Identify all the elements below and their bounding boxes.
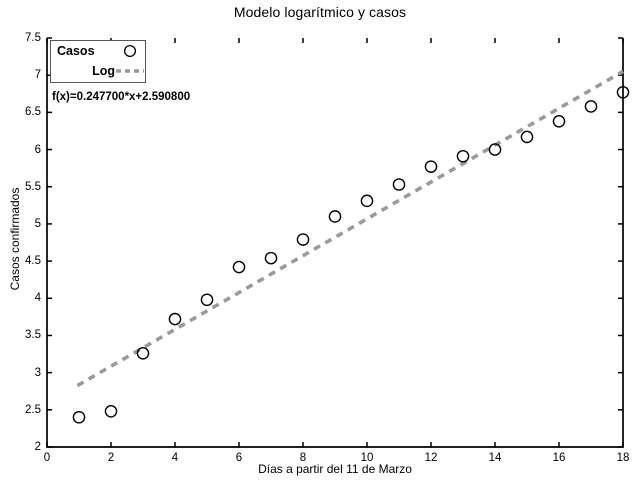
legend-label-casos: Casos (57, 44, 95, 58)
x-tick-label: 0 (43, 452, 51, 464)
x-tick-label: 16 (552, 452, 566, 464)
x-axis-label: Días a partir del 11 de Marzo (258, 462, 412, 476)
legend-item-log: Log (51, 61, 147, 81)
y-tick-label: 6 (34, 143, 41, 156)
legend-item-casos: Casos (51, 41, 147, 61)
x-tick-label: 8 (299, 452, 307, 464)
x-tick-label: 2 (107, 452, 115, 464)
y-tick-label: 7.5 (25, 32, 41, 44)
open-circle-icon (115, 41, 145, 61)
data-points-casos (72, 85, 630, 424)
y-tick-label: 5 (34, 217, 41, 230)
axis-ticks (46, 37, 624, 448)
dashed-line-icon (115, 61, 145, 81)
axes-frame (46, 38, 624, 448)
y-tick-label: 2.5 (25, 403, 41, 416)
legend-label-log: Log (92, 64, 115, 78)
x-tick-label: 12 (424, 452, 438, 464)
y-tick-label: 3 (34, 366, 41, 379)
chart-legend: Casos Log (50, 40, 146, 83)
x-tick-label: 4 (171, 452, 179, 464)
y-tick-label: 7 (34, 69, 41, 82)
trend-line-log (76, 69, 624, 388)
y-tick-label: 3.5 (25, 329, 41, 342)
y-tick-label: 5.5 (25, 180, 41, 193)
x-tick-label: 6 (235, 452, 243, 464)
y-tick-label: 6.5 (25, 106, 41, 119)
equation-annotation: f(x)=0.247700*x+2.590800 (52, 91, 191, 103)
y-tick-label: 4.5 (25, 255, 41, 268)
x-tick-label: 14 (488, 452, 502, 464)
y-tick-label: 2 (34, 441, 41, 453)
x-tick-label: 10 (360, 452, 374, 464)
chart-title: Modelo logarítmico y casos (233, 4, 407, 20)
y-tick-label: 4 (34, 292, 41, 305)
x-tick-label: 18 (616, 452, 630, 464)
